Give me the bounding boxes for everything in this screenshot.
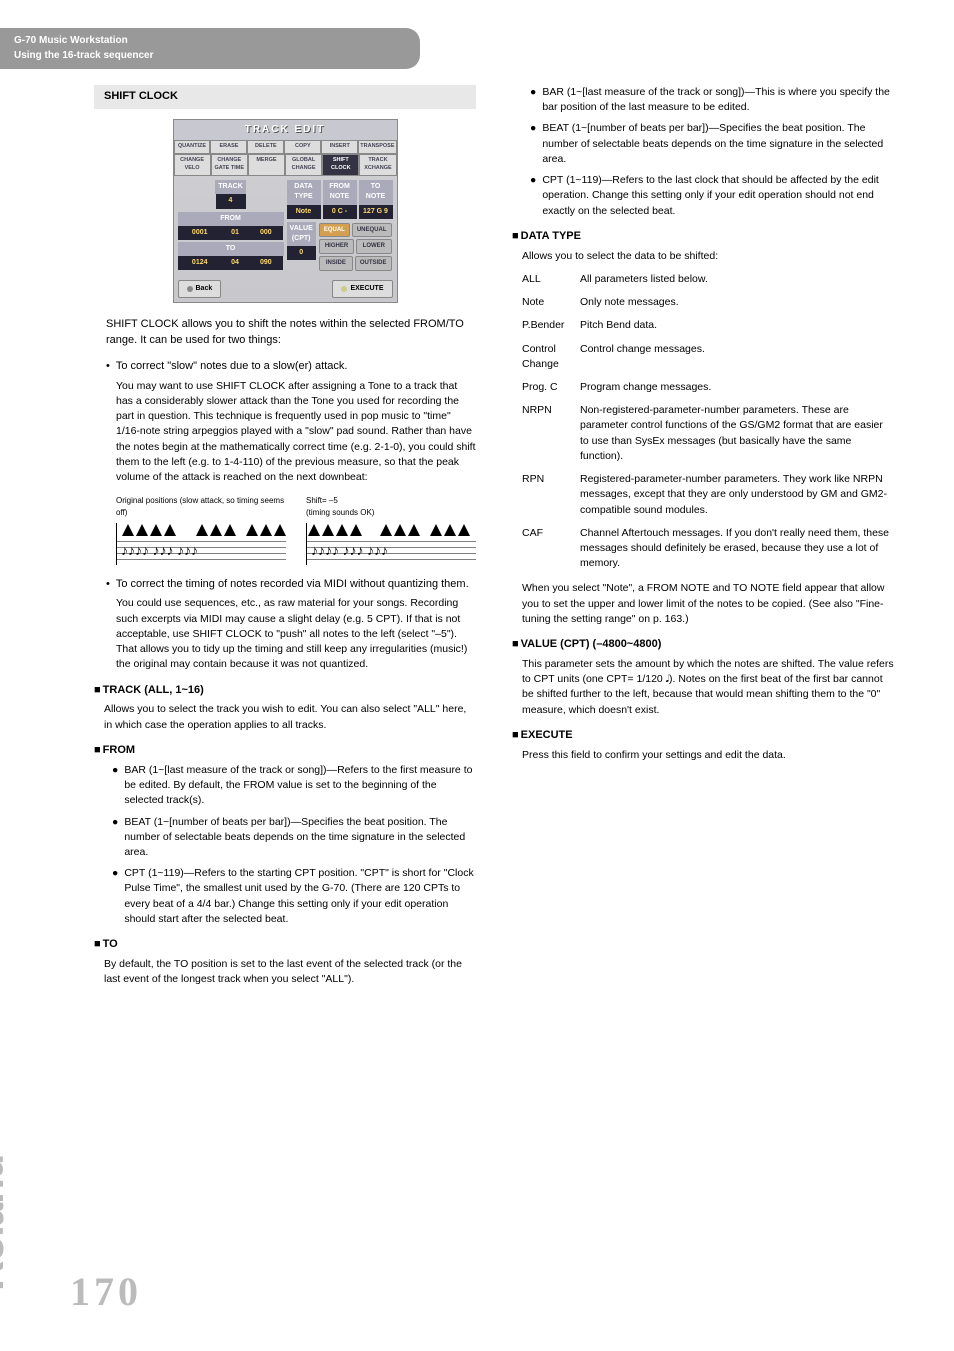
sc-track-label: TRACK: [215, 180, 246, 194]
dt-val: Pitch Bend data.: [580, 318, 894, 333]
page-number: 170: [70, 1263, 142, 1321]
section-title: SHIFT CLOCK: [94, 85, 476, 109]
sc-from-label: FROM: [178, 212, 284, 226]
sc-datatype-label: DATA TYPE: [287, 180, 321, 204]
dt-val: Channel Aftertouch messages. If you don'…: [580, 526, 894, 572]
sc-track-val[interactable]: 4: [216, 194, 246, 208]
sc-to-beat[interactable]: 04: [222, 256, 248, 270]
dt-key: Note: [522, 295, 580, 310]
param-name: BEAT (1~[number of beats per bar])—: [542, 122, 719, 134]
datatype-note: When you select "Note", a FROM NOTE and …: [522, 581, 894, 627]
sc-tab[interactable]: INSERT: [321, 140, 358, 154]
track-edit-screenshot: TRACK EDIT QUANTIZE ERASE DELETE COPY IN…: [173, 119, 398, 303]
to-section-title: TO: [94, 937, 476, 953]
param-bullet-icon: ●: [112, 763, 118, 809]
sc-to-label: TO: [178, 242, 284, 256]
track-section-title: TRACK (ALL, 1~16): [94, 683, 476, 699]
sc-tab[interactable]: COPY: [284, 140, 321, 154]
sc-tab-active[interactable]: SHIFT CLOCK: [322, 154, 359, 176]
datatype-intro: Allows you to select the data to be shif…: [522, 249, 894, 264]
bullet2-body: You could use sequences, etc., as raw ma…: [116, 596, 476, 672]
timing-diagram: Original positions (slow attack, so timi…: [116, 495, 476, 564]
sc-btn-outside[interactable]: OUTSIDE: [355, 256, 392, 271]
sc-tab[interactable]: CHANGE VELO: [174, 154, 211, 176]
diag-left-label: Original positions (slow attack, so timi…: [116, 495, 286, 518]
sc-from-bar[interactable]: 0001: [178, 226, 222, 240]
dt-val: Control change messages.: [580, 342, 894, 372]
sc-btn-inside[interactable]: INSIDE: [319, 256, 353, 271]
diag-right-label: Shift= –5 (timing sounds OK): [306, 495, 476, 518]
sc-tonote-val[interactable]: 127 G 9: [359, 205, 393, 219]
bullet1-body: You may want to use SHIFT CLOCK after as…: [116, 379, 476, 486]
dt-val: Registered-parameter-number parameters. …: [580, 472, 894, 518]
sc-value-label: VALUE (CPT): [287, 222, 316, 246]
sc-from-beat[interactable]: 01: [222, 226, 248, 240]
sc-tonote-label: TO NOTE: [359, 180, 393, 204]
sc-value-val[interactable]: 0: [287, 246, 316, 260]
value-section-title: VALUE (CPT) (–4800~4800): [512, 637, 894, 653]
sc-title: TRACK EDIT: [174, 120, 397, 141]
dt-val: Non-registered-parameter-number paramete…: [580, 403, 894, 464]
sc-datatype-val[interactable]: Note: [287, 205, 321, 219]
param-name: BAR (1~[last measure of the track or son…: [542, 86, 755, 98]
bullet-icon: •: [106, 359, 110, 375]
sc-tab[interactable]: DELETE: [247, 140, 284, 154]
dt-key: NRPN: [522, 403, 580, 464]
dt-key: P.Bender: [522, 318, 580, 333]
sc-back-button[interactable]: Back: [178, 280, 222, 298]
param-bullet-icon: ●: [530, 85, 536, 115]
sc-tab[interactable]: CHANGE GATE TIME: [211, 154, 248, 176]
bullet1-head: To correct "slow" notes due to a slow(er…: [116, 359, 476, 375]
param-bullet-icon: ●: [530, 121, 536, 167]
sc-tab[interactable]: GLOBAL CHANGE: [285, 154, 322, 176]
sc-execute-button[interactable]: EXECUTE: [332, 280, 392, 298]
dt-key: RPN: [522, 472, 580, 518]
product-desc: Music Workstation: [39, 35, 128, 46]
bullet-icon: •: [106, 577, 110, 593]
dt-key: ALL: [522, 272, 580, 287]
from-section-title: FROM: [94, 743, 476, 759]
track-section-body: Allows you to select the track you wish …: [104, 702, 476, 732]
product-name: G-70: [14, 35, 36, 46]
sc-from-cpt[interactable]: 000: [248, 226, 283, 240]
datatype-section-title: DATA TYPE: [512, 229, 894, 245]
sc-to-bar[interactable]: 0124: [178, 256, 222, 270]
sc-btn-equal[interactable]: EQUAL: [319, 223, 350, 238]
bullet2-head: To correct the timing of notes recorded …: [116, 577, 476, 593]
sc-tab[interactable]: ERASE: [210, 140, 247, 154]
param-name: BAR (1~[last measure of the track or son…: [124, 764, 337, 776]
dt-key: CAF: [522, 526, 580, 572]
sc-fromnote-val[interactable]: 0 C -: [323, 205, 357, 219]
sc-btn-higher[interactable]: HIGHER: [319, 239, 354, 254]
dt-val: All parameters listed below.: [580, 272, 894, 287]
sc-tab[interactable]: QUANTIZE: [174, 140, 211, 154]
execute-section-title: EXECUTE: [512, 728, 894, 744]
dt-key: Control Change: [522, 342, 580, 372]
value-section-body: This parameter sets the amount by which …: [522, 657, 894, 718]
brand-logo: Roland: [0, 1155, 20, 1291]
dt-key: Prog. C: [522, 380, 580, 395]
param-bullet-icon: ●: [112, 815, 118, 861]
sc-btn-lower[interactable]: LOWER: [356, 239, 391, 254]
sc-tab[interactable]: TRACK XCHANGE: [359, 154, 396, 176]
param-bullet-icon: ●: [530, 173, 536, 219]
sc-fromnote-label: FROM NOTE: [323, 180, 357, 204]
dt-val: Program change messages.: [580, 380, 894, 395]
intro-text: SHIFT CLOCK allows you to shift the note…: [106, 317, 476, 349]
sc-btn-unequal[interactable]: UNEQUAL: [352, 223, 392, 238]
param-bullet-icon: ●: [112, 866, 118, 927]
execute-section-body: Press this field to confirm your setting…: [522, 748, 894, 763]
param-name: CPT (1~119)—: [124, 867, 194, 879]
header-subtitle: Using the 16-track sequencer: [14, 50, 154, 61]
dt-val: Only note messages.: [580, 295, 894, 310]
sc-tab[interactable]: MERGE: [248, 154, 285, 176]
page-header: G-70 Music Workstation Using the 16-trac…: [0, 28, 420, 69]
sc-tab[interactable]: TRANSPOSE: [358, 140, 396, 154]
param-name: BEAT (1~[number of beats per bar])—: [124, 816, 301, 828]
to-section-body: By default, the TO position is set to th…: [104, 957, 476, 987]
param-name: CPT (1~119)—: [542, 174, 612, 186]
sc-to-cpt[interactable]: 090: [248, 256, 283, 270]
